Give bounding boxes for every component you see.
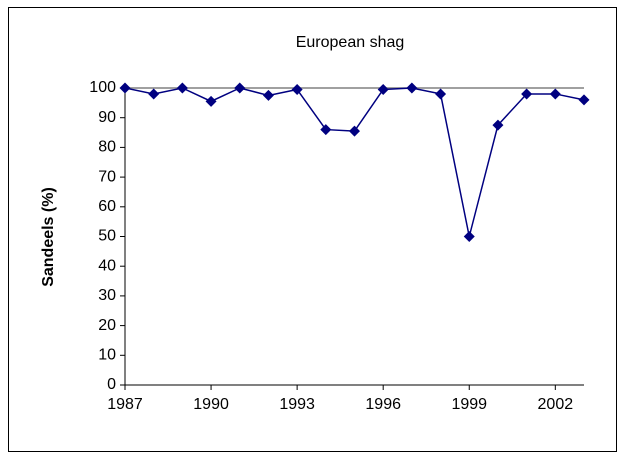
data-point: [320, 124, 332, 136]
data-point: [463, 231, 475, 242]
y-axis-label: Sandeels (%): [40, 187, 57, 287]
data-point: [291, 83, 303, 95]
y-tick-label: 60: [98, 198, 116, 215]
data-point: [148, 88, 160, 100]
y-tick-label: 100: [89, 79, 116, 96]
y-tick-label: 30: [98, 287, 116, 304]
x-tick-label: 1993: [279, 396, 315, 413]
x-tick-label: 1987: [107, 396, 143, 413]
data-point: [435, 88, 447, 100]
x-tick-label: 2002: [538, 396, 574, 413]
y-tick-label: 10: [98, 347, 116, 364]
data-point: [549, 88, 561, 100]
y-tick-label: 80: [98, 139, 116, 156]
x-tick-label: 1990: [193, 396, 229, 413]
x-tick-label: 1996: [365, 396, 401, 413]
chart-frame: [8, 7, 617, 452]
data-point: [521, 88, 533, 100]
data-point: [578, 94, 590, 106]
y-tick-label: 40: [98, 257, 116, 274]
data-point: [377, 83, 389, 95]
data-point: [205, 95, 217, 107]
y-tick-label: 90: [98, 109, 116, 126]
data-point: [492, 119, 504, 131]
data-point: [262, 89, 274, 101]
x-tick-label: 1999: [451, 396, 487, 413]
chart-title: European shag: [296, 34, 405, 51]
y-tick-label: 0: [107, 376, 116, 393]
data-point: [349, 125, 360, 137]
data-point: [234, 82, 246, 94]
y-tick-label: 20: [98, 317, 116, 334]
data-point: [406, 82, 418, 94]
y-tick-label: 50: [98, 228, 116, 245]
data-point: [176, 82, 188, 94]
data-point: [119, 82, 131, 94]
y-tick-label: 70: [98, 168, 116, 185]
